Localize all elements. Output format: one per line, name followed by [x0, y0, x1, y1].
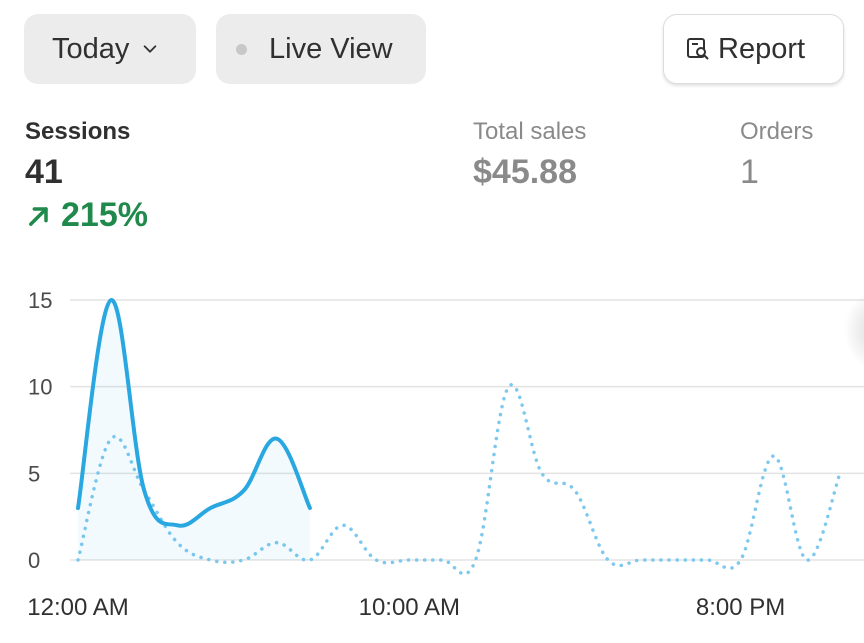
live-view-label: Live View [269, 32, 393, 65]
live-status-dot-icon [236, 43, 247, 55]
orders-metric-tab[interactable]: Orders [740, 118, 814, 145]
date-range-label: Today [52, 32, 130, 65]
x-axis-ticks: 12:00 AM 10:00 AM 8:00 PM [27, 594, 785, 621]
date-range-button[interactable]: Today [24, 14, 196, 84]
x-tick-label: 10:00 AM [359, 594, 460, 621]
total-sales-value: $45.88 [473, 153, 577, 191]
total-sales-metric-tab[interactable]: Total sales [473, 118, 587, 145]
y-tick-label: 10 [28, 375, 52, 400]
scroll-edge-shadow [844, 290, 864, 370]
sessions-value: 41 [25, 153, 63, 191]
sessions-change: 215% [25, 196, 148, 235]
y-tick-label: 5 [28, 461, 40, 486]
series-previous-line [76, 382, 842, 576]
y-tick-label: 15 [28, 288, 52, 313]
chart-series [76, 297, 842, 576]
report-search-icon [687, 38, 709, 60]
y-axis-ticks: 15 10 5 0 [28, 288, 52, 573]
live-view-button[interactable]: Live View [216, 14, 426, 84]
x-tick-label: 12:00 AM [27, 594, 128, 621]
report-button[interactable]: Report [663, 14, 844, 84]
series-current-line [76, 297, 312, 528]
chart-gridlines [70, 299, 864, 561]
sessions-line-chart: 15 10 5 0 12:00 AM 10:00 AM 8:00 PM [27, 288, 864, 621]
sessions-metric-tab[interactable]: Sessions [25, 118, 131, 145]
arrow-up-right-icon [29, 206, 48, 226]
x-tick-label: 8:00 PM [696, 594, 785, 621]
series-current-area [78, 299, 310, 560]
orders-value: 1 [740, 153, 759, 191]
chevron-down-icon [144, 45, 157, 53]
sessions-change-value: 215% [61, 196, 148, 234]
report-label: Report [718, 32, 806, 65]
y-tick-label: 0 [28, 548, 40, 573]
